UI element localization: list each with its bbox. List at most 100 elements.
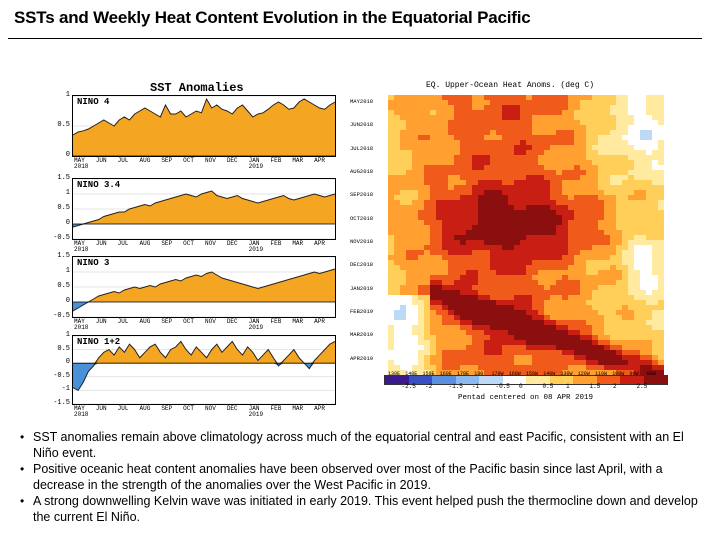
heat-cell xyxy=(400,190,407,196)
heat-cell xyxy=(652,105,659,111)
heat-cell xyxy=(622,205,629,211)
heat-cell xyxy=(394,265,401,271)
heat-cell xyxy=(532,100,539,106)
heat-cell xyxy=(400,320,407,326)
heat-cell xyxy=(448,270,455,276)
heat-cell xyxy=(610,305,617,311)
heat-cell xyxy=(496,235,503,241)
heat-cell xyxy=(580,345,587,351)
heat-cell xyxy=(424,200,431,206)
month-tick-label: MAR xyxy=(292,157,304,164)
heat-cell xyxy=(604,210,611,216)
heat-cell xyxy=(460,315,467,321)
heat-cell xyxy=(616,105,623,111)
heat-cell xyxy=(508,235,515,241)
heat-cell xyxy=(568,190,575,196)
heat-cell xyxy=(400,340,407,346)
heat-cell xyxy=(424,370,431,375)
heat-cell xyxy=(448,225,455,231)
heat-cell xyxy=(610,245,617,251)
heat-cell xyxy=(628,340,635,346)
color-scale-tick: 1.5 xyxy=(589,383,601,390)
heat-cell xyxy=(586,325,593,331)
color-scale-tick: -0.5 xyxy=(495,383,510,390)
heat-cell xyxy=(466,310,473,316)
heat-cell xyxy=(436,265,443,271)
heat-cell xyxy=(508,370,515,375)
heat-cell xyxy=(388,130,395,136)
heat-cell xyxy=(466,370,473,375)
heat-cell xyxy=(430,305,437,311)
heat-cell xyxy=(406,205,413,211)
heat-cell xyxy=(550,110,557,116)
heat-cell xyxy=(658,100,664,106)
heat-cell xyxy=(442,165,449,171)
heat-cell xyxy=(430,295,437,301)
heat-cell xyxy=(544,165,551,171)
heat-cell xyxy=(490,240,497,246)
heat-cell xyxy=(454,160,461,166)
heat-cell xyxy=(580,305,587,311)
heat-cell xyxy=(478,105,485,111)
heat-cell xyxy=(520,260,527,266)
heat-cell xyxy=(652,315,659,321)
heat-cell xyxy=(388,330,395,336)
heat-cell xyxy=(526,185,533,191)
heat-cell xyxy=(544,285,551,291)
heat-cell xyxy=(562,105,569,111)
heat-cell xyxy=(502,225,509,231)
heat-cell xyxy=(460,105,467,111)
heat-cell xyxy=(574,245,581,251)
heat-cell xyxy=(562,135,569,141)
heat-cell xyxy=(544,145,551,151)
heat-cell xyxy=(460,215,467,221)
heat-cell xyxy=(634,180,641,186)
heat-cell xyxy=(628,115,635,121)
heat-cell xyxy=(580,160,587,166)
color-scale-tick: 1 xyxy=(566,383,570,390)
heat-cell xyxy=(418,210,425,216)
heat-cell xyxy=(538,260,545,266)
heat-cell xyxy=(478,150,485,156)
heat-cell xyxy=(508,355,515,361)
heat-cell xyxy=(466,315,473,321)
heat-cell xyxy=(604,235,611,241)
heat-cell xyxy=(436,305,443,311)
heat-cell xyxy=(532,160,539,166)
heat-cell xyxy=(574,270,581,276)
heat-cell xyxy=(550,225,557,231)
heat-cell xyxy=(472,180,479,186)
heat-cell xyxy=(580,270,587,276)
heat-cell xyxy=(394,340,401,346)
heat-cell xyxy=(490,300,497,306)
heat-cell xyxy=(520,300,527,306)
heat-cell xyxy=(592,165,599,171)
heat-cell xyxy=(562,265,569,271)
heat-cell xyxy=(658,295,664,301)
heat-cell xyxy=(424,110,431,116)
heat-cell xyxy=(400,235,407,241)
heat-cell xyxy=(442,210,449,216)
heat-cell xyxy=(538,185,545,191)
month-tick-label: JUL xyxy=(117,157,129,164)
heat-cell xyxy=(598,215,605,221)
heat-cell xyxy=(484,190,491,196)
heat-cell xyxy=(574,350,581,356)
heat-cell xyxy=(388,135,395,141)
heat-cell xyxy=(568,145,575,151)
heat-cell xyxy=(466,360,473,366)
heat-cell xyxy=(466,325,473,331)
heat-cell xyxy=(598,185,605,191)
heat-cell xyxy=(628,320,635,326)
heat-cell xyxy=(586,240,593,246)
heat-cell xyxy=(598,360,605,366)
heat-cell xyxy=(496,145,503,151)
heat-cell xyxy=(550,155,557,161)
month-tick-label: AUG xyxy=(139,405,151,412)
heat-cell xyxy=(388,145,395,151)
heat-cell xyxy=(460,170,467,176)
heat-cell xyxy=(598,135,605,141)
heat-cell xyxy=(400,290,407,296)
heat-cell xyxy=(436,225,443,231)
heat-cell xyxy=(604,255,611,261)
